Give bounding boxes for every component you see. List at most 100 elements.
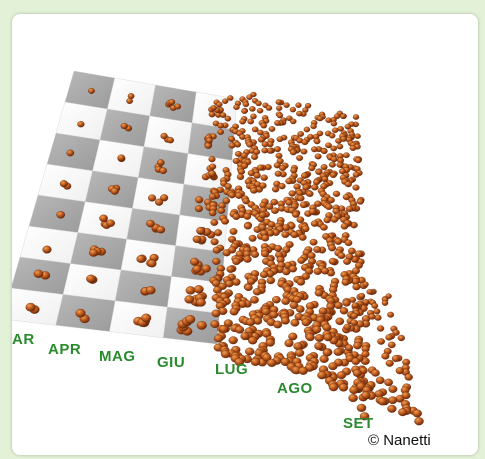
egg bbox=[342, 299, 351, 307]
egg bbox=[274, 244, 283, 252]
board-tile bbox=[19, 225, 79, 264]
egg bbox=[308, 208, 317, 215]
egg bbox=[219, 112, 227, 118]
egg bbox=[261, 147, 269, 154]
egg bbox=[185, 315, 196, 324]
month-label-set: SET bbox=[343, 415, 374, 432]
egg bbox=[208, 193, 217, 200]
egg bbox=[192, 265, 202, 274]
egg bbox=[228, 336, 238, 345]
egg bbox=[282, 268, 291, 276]
egg bbox=[222, 98, 229, 104]
egg bbox=[368, 313, 376, 320]
egg bbox=[227, 95, 234, 101]
egg bbox=[278, 182, 286, 190]
egg bbox=[312, 325, 322, 334]
egg bbox=[276, 136, 284, 143]
egg bbox=[156, 159, 165, 166]
egg bbox=[384, 378, 393, 387]
egg bbox=[301, 139, 309, 146]
egg bbox=[205, 137, 213, 144]
egg bbox=[385, 359, 394, 367]
egg bbox=[281, 231, 290, 238]
egg bbox=[210, 238, 219, 246]
egg-density-board bbox=[12, 70, 424, 426]
egg bbox=[296, 110, 303, 117]
egg bbox=[266, 276, 276, 285]
egg bbox=[110, 187, 119, 195]
egg bbox=[174, 103, 182, 110]
egg bbox=[212, 246, 221, 254]
egg bbox=[314, 334, 324, 342]
egg bbox=[309, 238, 318, 246]
egg bbox=[300, 148, 308, 155]
egg bbox=[265, 338, 275, 347]
egg bbox=[315, 168, 323, 175]
egg bbox=[349, 296, 357, 303]
egg bbox=[275, 99, 282, 105]
egg bbox=[210, 320, 220, 328]
egg bbox=[247, 118, 255, 125]
egg bbox=[66, 149, 75, 157]
egg bbox=[338, 383, 349, 392]
egg bbox=[328, 161, 336, 168]
egg bbox=[381, 300, 389, 306]
egg bbox=[252, 288, 262, 296]
egg bbox=[33, 269, 44, 278]
egg bbox=[330, 216, 339, 223]
egg bbox=[391, 355, 400, 363]
egg bbox=[361, 391, 371, 400]
egg bbox=[233, 104, 240, 110]
egg bbox=[320, 224, 328, 231]
egg bbox=[374, 314, 382, 321]
egg bbox=[325, 117, 332, 123]
egg bbox=[339, 307, 349, 315]
egg bbox=[328, 257, 337, 265]
month-label-mar: AR bbox=[12, 331, 35, 348]
egg bbox=[246, 318, 256, 327]
egg bbox=[414, 417, 424, 426]
egg bbox=[185, 286, 196, 295]
egg bbox=[352, 171, 360, 178]
egg bbox=[89, 248, 99, 257]
egg bbox=[356, 403, 367, 412]
egg bbox=[343, 258, 352, 265]
egg bbox=[240, 332, 250, 341]
egg bbox=[352, 283, 361, 291]
egg bbox=[280, 316, 290, 325]
egg bbox=[297, 256, 306, 264]
egg bbox=[208, 209, 217, 217]
egg bbox=[276, 105, 283, 111]
egg bbox=[301, 172, 309, 179]
egg bbox=[328, 244, 337, 252]
egg bbox=[285, 177, 293, 185]
egg bbox=[387, 341, 396, 349]
egg bbox=[148, 194, 157, 202]
egg bbox=[214, 229, 223, 237]
egg bbox=[259, 182, 267, 189]
egg bbox=[274, 170, 282, 177]
egg bbox=[385, 334, 393, 341]
egg bbox=[226, 265, 235, 273]
egg bbox=[245, 347, 255, 356]
egg bbox=[336, 143, 344, 150]
egg bbox=[126, 98, 133, 104]
egg bbox=[235, 325, 245, 334]
egg bbox=[216, 101, 223, 108]
egg bbox=[272, 295, 281, 304]
egg bbox=[217, 122, 225, 129]
egg bbox=[341, 278, 350, 286]
egg bbox=[356, 198, 364, 205]
egg bbox=[293, 342, 303, 351]
egg bbox=[222, 249, 231, 257]
egg bbox=[335, 138, 342, 144]
egg bbox=[310, 220, 319, 227]
egg bbox=[241, 108, 248, 114]
egg bbox=[294, 348, 305, 357]
egg bbox=[351, 302, 359, 309]
egg bbox=[313, 267, 322, 275]
egg bbox=[301, 318, 311, 327]
egg bbox=[193, 285, 204, 294]
egg bbox=[269, 311, 279, 319]
egg bbox=[256, 164, 264, 171]
